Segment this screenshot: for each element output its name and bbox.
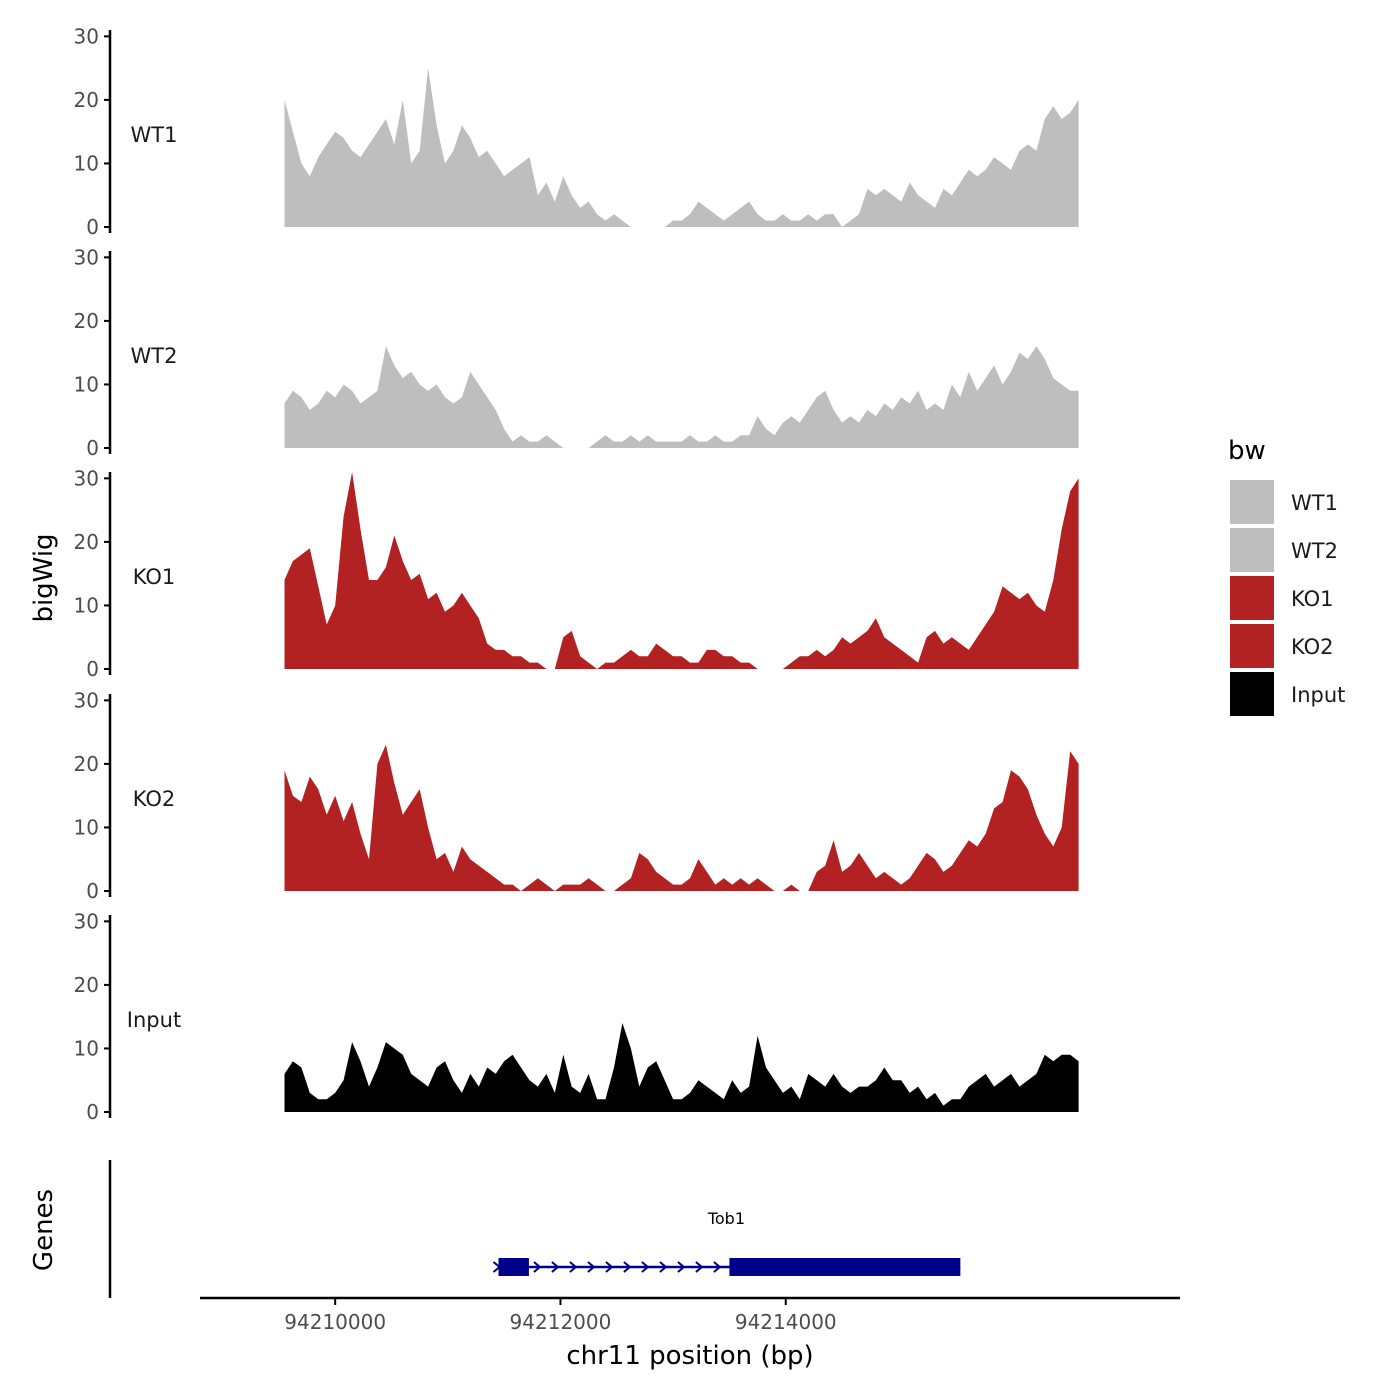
- x-axis-title: chr11 position (bp): [566, 1341, 813, 1371]
- y-tick-label: 20: [74, 309, 99, 333]
- strand-arrow: [551, 1261, 560, 1273]
- legend-label: WT1: [1291, 491, 1338, 515]
- area-ko1: [284, 472, 1079, 669]
- y-tick-label: 10: [74, 372, 99, 396]
- gene-tob1: Tob1: [492, 1209, 961, 1276]
- y-axis-title: bigWig: [29, 533, 59, 622]
- strand-arrow: [641, 1261, 650, 1273]
- area-wt2: [284, 346, 1079, 448]
- track-label-input: Input: [127, 1008, 181, 1032]
- strand-arrow: [677, 1261, 686, 1273]
- x-axis: 94210000 94212000 94214000: [200, 1296, 1180, 1334]
- strand-arrow: [533, 1261, 542, 1273]
- strand-arrow: [659, 1261, 668, 1273]
- track-label-wt2: WT2: [131, 344, 178, 368]
- track-panels: 0 10 20 30 WT1 0 10 20 30 WT2 0 10 20 30 KO1 0 10 20 30 KO2…: [74, 24, 1079, 1124]
- legend-label: WT2: [1291, 539, 1338, 563]
- gene-exon: [729, 1258, 961, 1276]
- y-tick-label: 10: [74, 593, 99, 617]
- genes-track-title: Genes: [29, 1189, 59, 1271]
- legend-swatch: [1230, 672, 1274, 716]
- y-tick-label: 30: [74, 909, 99, 933]
- y-tick-label: 30: [74, 24, 99, 48]
- track-panel-ko2: 0 10 20 30 KO2: [74, 688, 1079, 903]
- strand-arrow: [713, 1261, 722, 1273]
- legend-entry-ko1: KO1: [1230, 576, 1334, 620]
- x-tick-label: 94214000: [735, 1310, 837, 1334]
- x-tick-label: 94212000: [510, 1310, 612, 1334]
- y-tick-label: 20: [74, 88, 99, 112]
- area-ko2: [284, 744, 1079, 891]
- y-tick-label: 0: [86, 879, 99, 903]
- y-tick-label: 0: [86, 1100, 99, 1124]
- y-tick-label: 0: [86, 657, 99, 681]
- legend-label: Input: [1291, 683, 1345, 707]
- strand-arrow: [569, 1261, 578, 1273]
- legend-label: KO2: [1291, 635, 1334, 659]
- track-panel-input: 0 10 20 30 Input: [74, 909, 1079, 1124]
- track-panel-wt1: 0 10 20 30 WT1: [74, 24, 1079, 239]
- track-label-wt1: WT1: [131, 123, 178, 147]
- legend-entry-wt2: WT2: [1230, 528, 1338, 572]
- y-tick-label: 20: [74, 973, 99, 997]
- y-tick-label: 30: [74, 245, 99, 269]
- legend-swatch: [1230, 576, 1274, 620]
- legend: bw WT1 WT2 KO1 KO2 Input: [1228, 436, 1345, 716]
- y-tick-label: 10: [74, 815, 99, 839]
- strand-arrow: [695, 1261, 704, 1273]
- y-tick-label: 0: [86, 436, 99, 460]
- y-tick-label: 0: [86, 215, 99, 239]
- legend-swatch: [1230, 480, 1274, 524]
- track-panel-ko1: 0 10 20 30 KO1: [74, 466, 1079, 681]
- legend-entry-wt1: WT1: [1230, 480, 1338, 524]
- area-input: [284, 1023, 1079, 1112]
- legend-entry-ko2: KO2: [1230, 624, 1334, 668]
- legend-title: bw: [1228, 436, 1266, 466]
- y-tick-label: 20: [74, 530, 99, 554]
- track-panel-wt2: 0 10 20 30 WT2: [74, 245, 1079, 460]
- y-tick-label: 10: [74, 151, 99, 175]
- y-tick-label: 30: [74, 466, 99, 490]
- y-tick-label: 10: [74, 1036, 99, 1060]
- gene-label: Tob1: [707, 1209, 745, 1228]
- gene-panel: Tob1: [108, 1160, 961, 1298]
- legend-swatch: [1230, 624, 1274, 668]
- x-tick-label: 94210000: [284, 1310, 386, 1334]
- y-tick-label: 30: [74, 688, 99, 712]
- legend-swatch: [1230, 528, 1274, 572]
- strand-arrow: [587, 1261, 596, 1273]
- gene-exon: [498, 1258, 529, 1276]
- legend-entry-input: Input: [1230, 672, 1345, 716]
- y-tick-label: 20: [74, 752, 99, 776]
- area-wt1: [284, 68, 1079, 227]
- strand-arrow: [605, 1261, 614, 1273]
- track-label-ko1: KO1: [133, 565, 176, 589]
- strand-arrow: [623, 1261, 632, 1273]
- track-label-ko2: KO2: [133, 787, 176, 811]
- legend-label: KO1: [1291, 587, 1334, 611]
